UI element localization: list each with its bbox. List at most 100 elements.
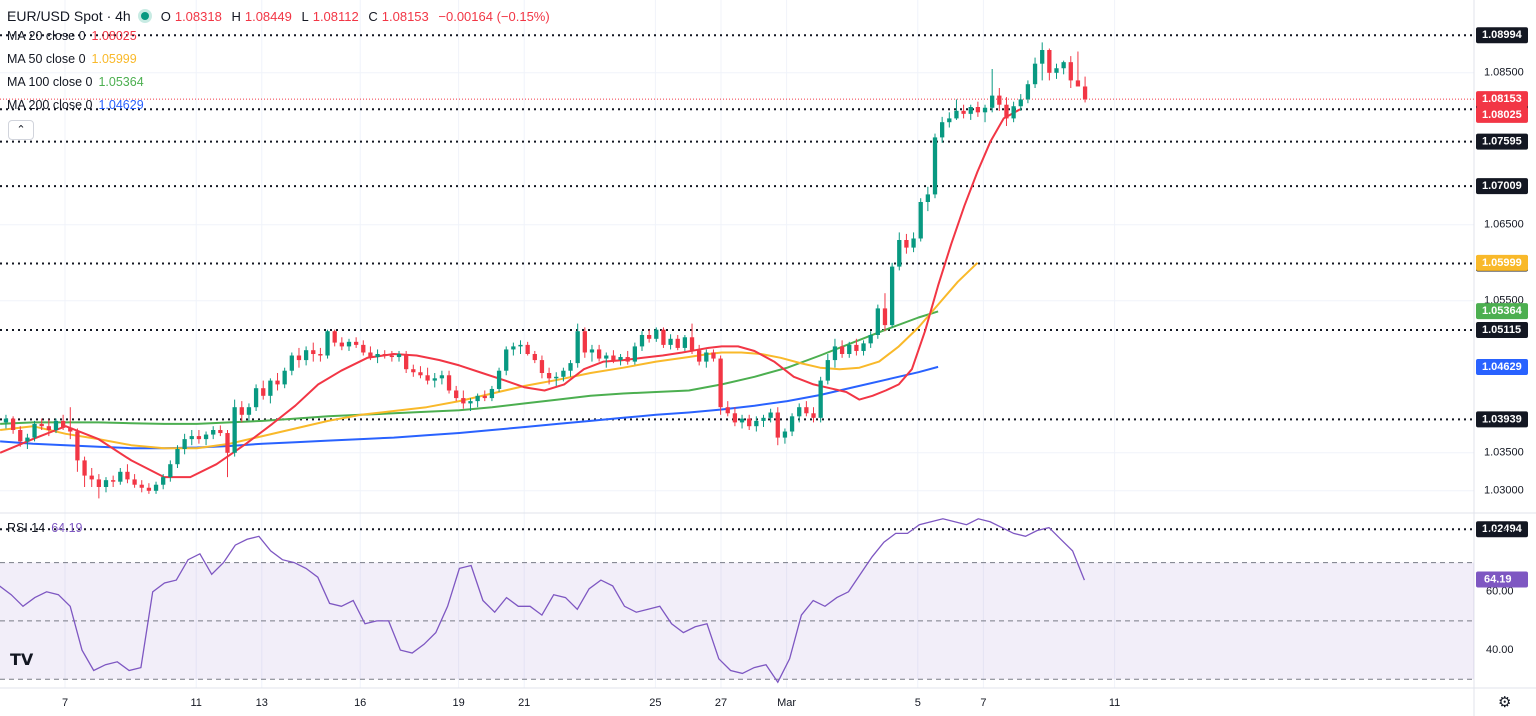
price-tick-4: 1.03000 — [1484, 485, 1524, 497]
time-tick-10: 7 — [980, 697, 986, 709]
candle-body-81 — [582, 331, 587, 353]
candle-body-40 — [289, 355, 294, 371]
collapse-legend-button[interactable]: ⌃ — [8, 120, 34, 140]
candle-body-24 — [175, 449, 180, 465]
ma50-legend[interactable]: MA 50 close 0 1.05999 — [7, 48, 556, 71]
candle-body-16 — [118, 471, 123, 482]
level-tag-2: 1.07595 — [1482, 135, 1522, 147]
candle-body-38 — [275, 380, 280, 385]
candle-body-31 — [225, 433, 230, 453]
rsi-legend[interactable]: RSI 14 64.19 — [7, 521, 83, 535]
rsi-tick-2: 40.00 — [1486, 644, 1514, 656]
candle-body-11 — [82, 460, 87, 476]
level-tag-bg-7 — [1476, 521, 1528, 538]
candle-body-66 — [475, 395, 480, 402]
candle-body-133 — [954, 110, 959, 119]
gear-icon[interactable]: ⚙ — [1498, 694, 1512, 711]
ma100-legend[interactable]: MA 100 close 0 1.05364 — [7, 71, 556, 94]
ma100-value: 1.05364 — [98, 75, 144, 89]
candle-body-70 — [504, 349, 509, 371]
price-tag-4: 1.04629 — [1482, 361, 1522, 373]
price-tag-1: 1.08025 — [1482, 109, 1522, 121]
price-tick-1: 1.06500 — [1484, 219, 1524, 231]
symbol-title[interactable]: EUR/USD Spot · 4h — [7, 8, 131, 24]
rsi-tag: 64.19 — [1484, 573, 1512, 585]
candle-body-88 — [632, 346, 637, 362]
candle-body-69 — [496, 370, 502, 389]
candle-body-20 — [146, 487, 152, 491]
market-status-icon — [140, 12, 149, 20]
candle-body-2 — [18, 430, 23, 442]
ma200-label: MA 200 close 0 — [7, 98, 93, 112]
candle-body-87 — [625, 357, 630, 362]
candle-body-80 — [575, 331, 580, 364]
candle-body-12 — [89, 475, 94, 480]
chart-legend: EUR/USD Spot · 4h O 1.08318 H 1.08449 L 1.0… — [7, 7, 556, 117]
candle-body-134 — [961, 110, 966, 114]
price-tick-0: 1.08500 — [1484, 67, 1524, 79]
candle-body-112 — [804, 407, 809, 414]
price-axis: 1.085001.065001.055001.035001.030001.089… — [1476, 27, 1528, 656]
time-tick-1: 11 — [190, 697, 201, 709]
ma20-label: MA 20 close 0 — [7, 29, 86, 43]
candle-body-111 — [797, 407, 802, 417]
candlesticks — [3, 42, 1088, 499]
candle-body-85 — [611, 355, 616, 361]
rsi-tick-0: 80.00 — [1486, 527, 1514, 539]
candle-body-43 — [311, 350, 316, 354]
candle-body-96 — [689, 337, 695, 351]
candle-body-123 — [882, 308, 888, 326]
candle-body-7 — [53, 420, 59, 430]
candle-body-1 — [10, 418, 16, 430]
candle-body-18 — [132, 479, 137, 485]
level-tag-bg-5 — [1476, 322, 1528, 339]
price-tag-3: 1.05364 — [1482, 305, 1523, 317]
price-tag-0: 1.08153 — [1482, 93, 1522, 105]
candle-body-92 — [661, 329, 666, 345]
rsi-tag-bg — [1476, 571, 1528, 588]
ma200-legend[interactable]: MA 200 close 0 1.04629 — [7, 94, 556, 117]
candle-body-148 — [1061, 62, 1066, 69]
rsi-tick-1: 60.00 — [1486, 586, 1514, 598]
candle-body-149 — [1068, 62, 1073, 81]
time-tick-9: 5 — [915, 697, 921, 709]
level-tag-5: 1.05115 — [1482, 324, 1521, 336]
ma20-legend[interactable]: MA 20 close 0 1.08025 — [7, 25, 556, 48]
candle-body-35 — [253, 388, 259, 408]
time-axis: 7 11 13 16 19 21 25 27 Mar 5 7 11 — [62, 697, 1120, 709]
rsi-value: 64.19 — [51, 521, 83, 535]
candle-body-65 — [468, 401, 473, 404]
tradingview-logo-icon[interactable]: TV — [10, 650, 34, 669]
candle-body-29 — [211, 430, 216, 435]
time-tick-6: 25 — [649, 697, 661, 709]
ma20-line — [0, 108, 1021, 479]
candle-body-36 — [261, 388, 266, 396]
candle-body-130 — [932, 137, 938, 195]
candle-body-76 — [546, 373, 552, 379]
candle-body-136 — [975, 107, 981, 113]
candle-body-132 — [947, 118, 952, 123]
candle-body-139 — [997, 95, 1002, 105]
candle-body-23 — [168, 464, 173, 478]
candle-body-128 — [918, 202, 923, 239]
time-tick-7: 27 — [715, 697, 727, 709]
candle-body-116 — [832, 346, 838, 361]
candle-body-77 — [554, 376, 559, 379]
candle-body-72 — [518, 344, 523, 347]
level-tag-bg-3 — [1476, 178, 1528, 195]
open-label: O — [160, 8, 171, 24]
price-tick-3: 1.03500 — [1484, 447, 1524, 459]
candle-body-33 — [239, 407, 244, 415]
candle-body-14 — [103, 480, 109, 487]
candle-body-94 — [675, 338, 680, 348]
candle-body-109 — [782, 431, 788, 438]
candle-body-89 — [639, 335, 645, 347]
candle-body-78 — [561, 370, 566, 377]
price-tag-bg-0 — [1476, 91, 1528, 108]
candle-body-63 — [454, 390, 459, 399]
ma50-label: MA 50 close 0 — [7, 52, 86, 66]
candle-body-90 — [647, 335, 652, 339]
price-tag-2: 1.05999 — [1482, 257, 1522, 269]
candle-body-120 — [861, 343, 866, 351]
